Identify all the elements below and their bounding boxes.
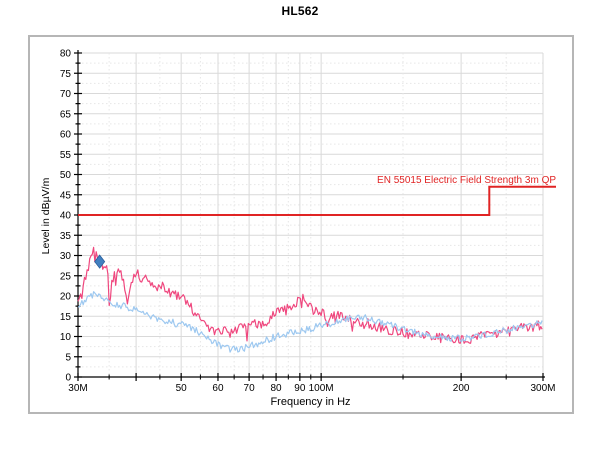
- x-tick-label: 80: [271, 383, 283, 394]
- quasi-peak-trace: [77, 246, 543, 344]
- x-tick-label: 90: [294, 383, 306, 394]
- y-tick-label: 40: [60, 211, 72, 222]
- x-tick-label: 300M: [530, 383, 555, 394]
- x-tick-label: 100M: [309, 383, 334, 394]
- limit-line: [78, 185, 556, 216]
- y-tick-label: 50: [60, 170, 72, 181]
- x-tick-label: 200: [453, 383, 470, 394]
- y-tick-label: 70: [60, 89, 72, 100]
- limit-line-label: EN 55015 Electric Field Strength 3m QP: [377, 175, 556, 186]
- y-axis-title: Level in dBµV/m: [40, 177, 52, 255]
- y-tick-label: 60: [60, 130, 72, 141]
- y-tick-label: 15: [60, 312, 72, 323]
- y-tick-label: 65: [60, 109, 72, 120]
- x-tick-label: 30M: [68, 383, 87, 394]
- page-title: HL562: [281, 4, 319, 18]
- x-tick-label: 70: [244, 383, 256, 394]
- y-tick-label: 30: [60, 251, 72, 262]
- y-tick-label: 75: [60, 69, 72, 80]
- y-tick-label: 5: [65, 352, 71, 363]
- y-tick-label: 80: [60, 49, 72, 60]
- x-axis-title: Frequency in Hz: [270, 396, 351, 408]
- chart-frame: [28, 35, 574, 414]
- x-tick-label: 60: [212, 383, 224, 394]
- y-tick-label: 10: [60, 332, 72, 343]
- peak-marker-diamond: [94, 254, 106, 269]
- y-tick-label: 0: [65, 373, 71, 384]
- y-tick-label: 20: [60, 292, 72, 303]
- y-tick-label: 35: [60, 231, 72, 242]
- y-tick-label: 55: [60, 150, 72, 161]
- y-tick-label: 25: [60, 271, 72, 282]
- y-tick-label: 45: [60, 190, 72, 201]
- x-tick-label: 50: [176, 383, 188, 394]
- average-trace: [77, 291, 543, 353]
